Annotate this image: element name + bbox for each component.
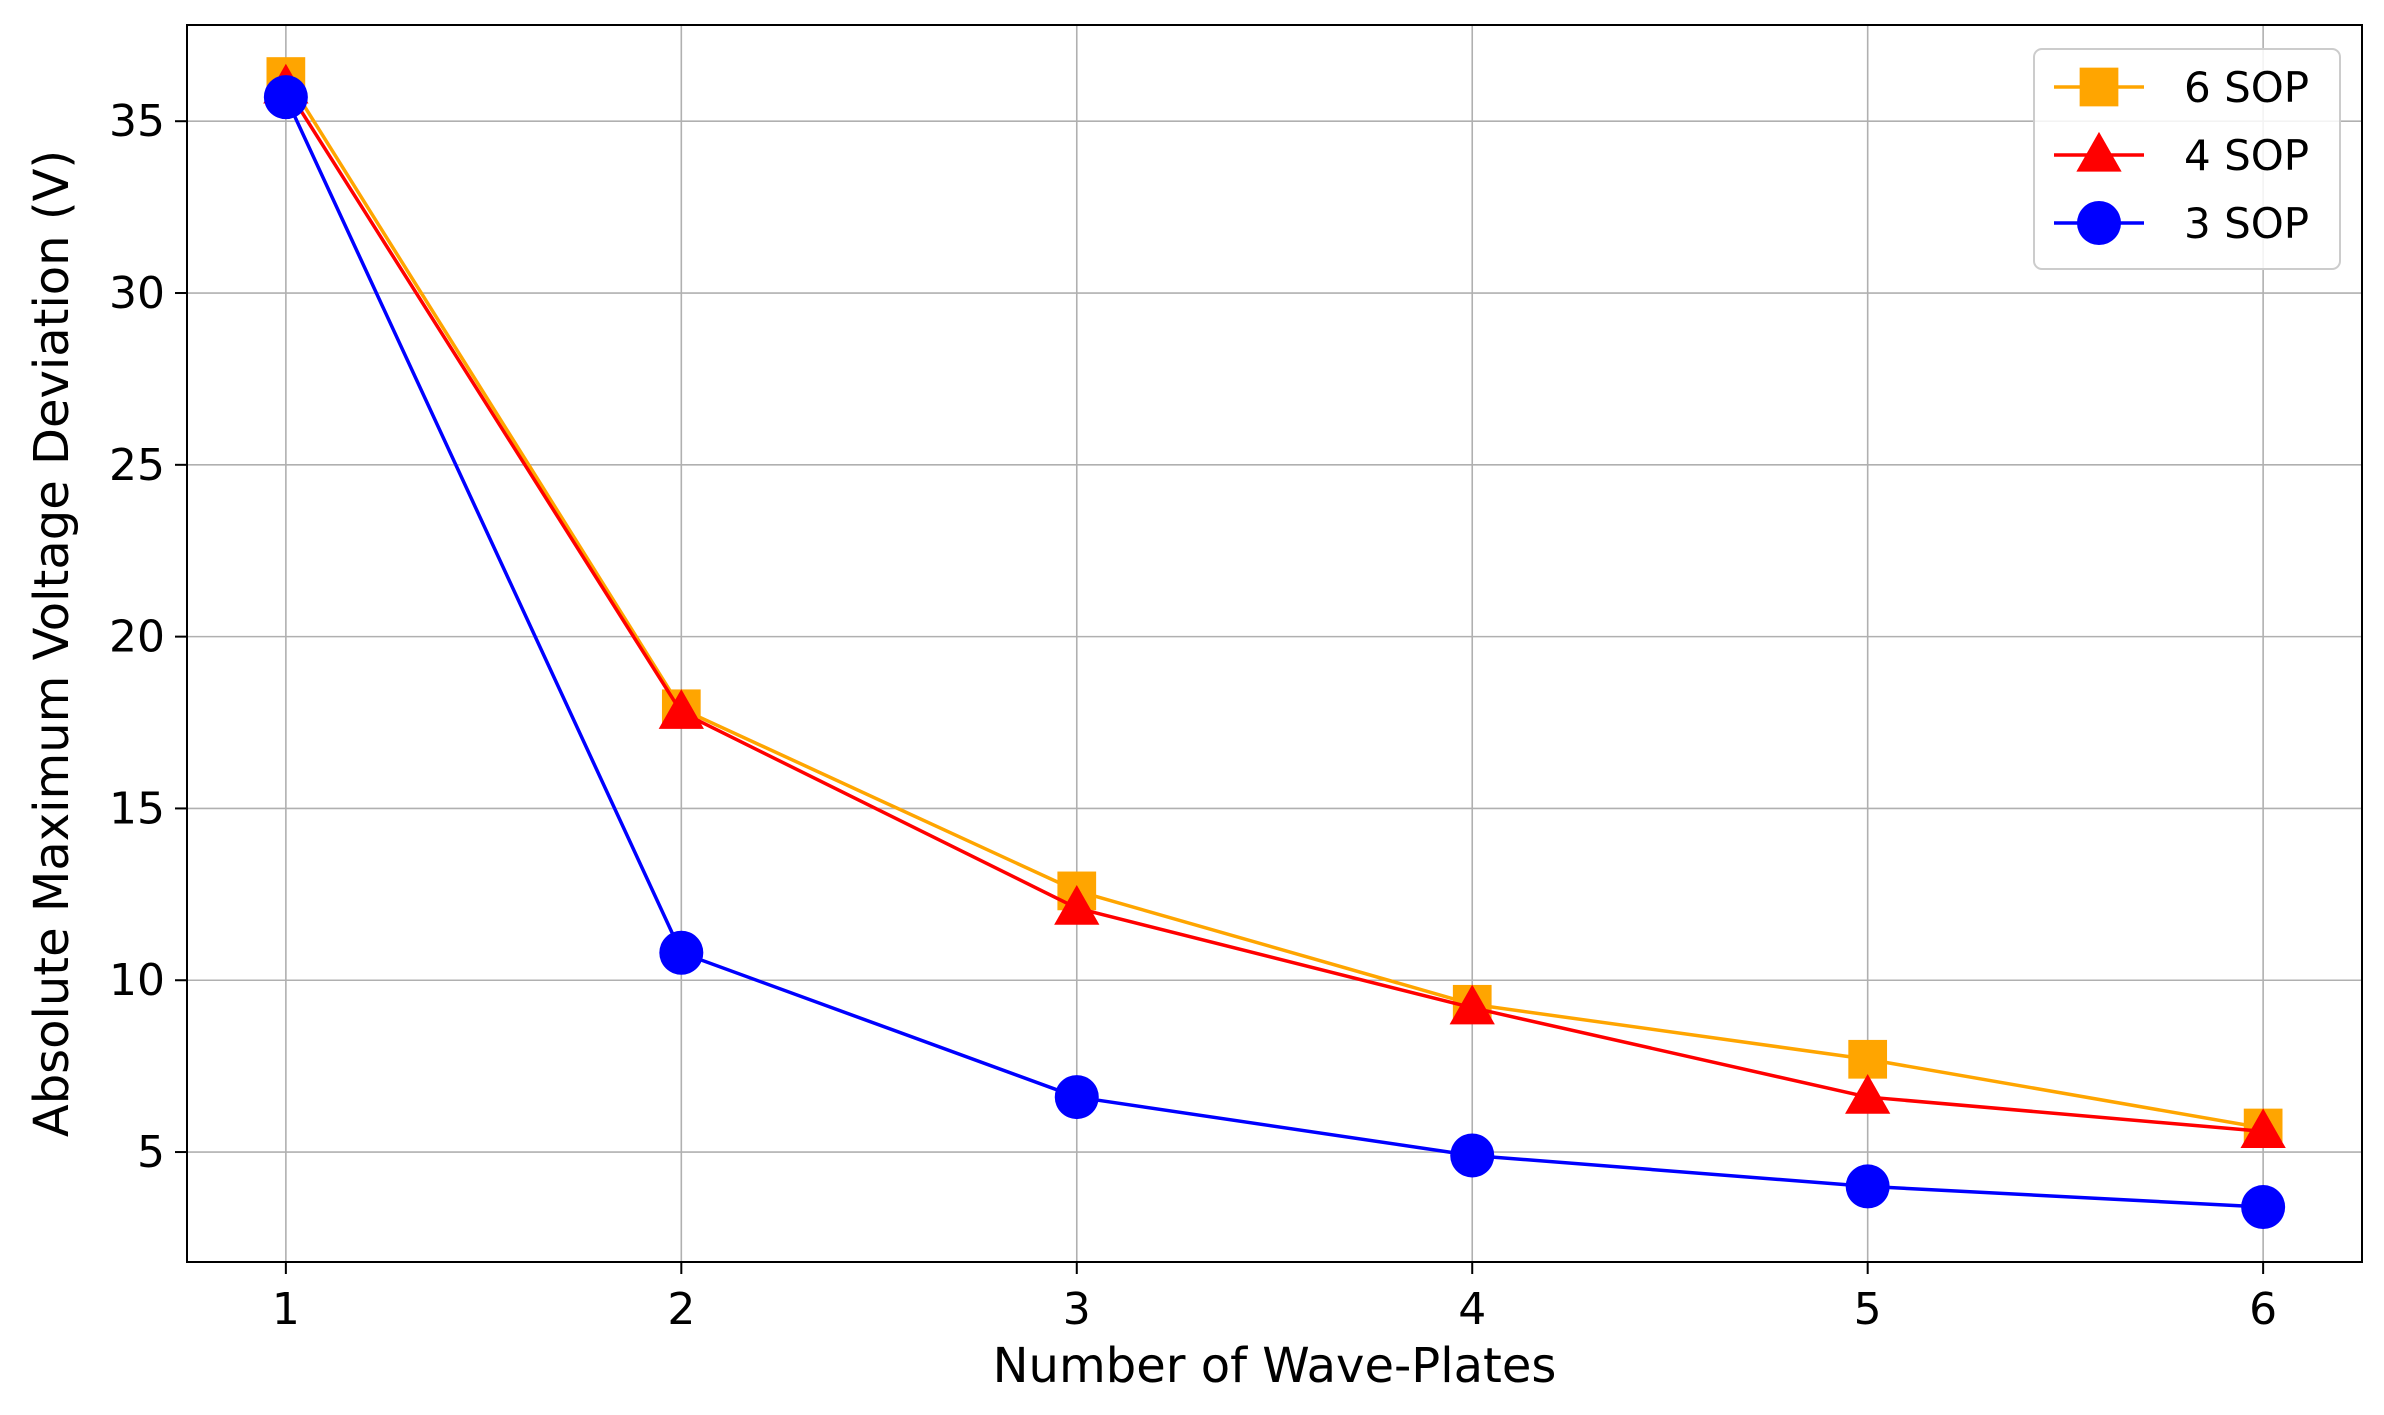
data-point-marker xyxy=(1845,1073,1891,1114)
data-point-marker xyxy=(2241,1185,2286,1230)
y-tick-label: 15 xyxy=(109,783,165,834)
data-point-marker xyxy=(1845,1164,1890,1209)
plot-frame xyxy=(186,24,2363,1263)
x-axis-title: Number of Wave-Plates xyxy=(993,1338,1557,1394)
series-3-sop xyxy=(263,75,2286,1230)
series-line xyxy=(284,85,2264,1134)
data-point-marker xyxy=(1848,1039,1888,1079)
legend: 6 SOP 4 SOP 3 SOP xyxy=(2033,48,2341,270)
series xyxy=(263,57,2286,1230)
legend-label: 6 SOP xyxy=(2184,63,2309,112)
axis-ticks: 1 2 3 4 5 6 5 10 15 20 25 30 35 xyxy=(109,96,2277,1335)
y-axis-title: Absolute Maximum Voltage Deviation (V) xyxy=(24,150,80,1137)
legend-marker xyxy=(2077,201,2121,245)
data-point-marker xyxy=(659,930,704,975)
y-tick-label: 5 xyxy=(137,1127,165,1178)
legend-item: 6 SOP xyxy=(2054,63,2309,112)
legend-label: 4 SOP xyxy=(2184,131,2309,180)
x-tick-label: 5 xyxy=(1854,1284,1882,1335)
x-tick-label: 1 xyxy=(272,1284,300,1335)
x-tick-label: 6 xyxy=(2249,1284,2277,1335)
series-line xyxy=(284,96,2264,1209)
data-point-marker xyxy=(263,75,308,120)
data-point-marker xyxy=(658,689,704,729)
data-point-marker xyxy=(1450,1133,1495,1178)
data-point-marker xyxy=(1449,984,1495,1025)
x-tick-label: 2 xyxy=(667,1284,695,1335)
y-tick-label: 35 xyxy=(109,96,165,147)
legend-item: 3 SOP xyxy=(2054,199,2309,248)
series-line xyxy=(284,75,2264,1130)
y-tick-label: 25 xyxy=(109,440,165,491)
legend-marker xyxy=(2079,67,2119,107)
y-tick-label: 30 xyxy=(109,268,165,319)
data-point-marker xyxy=(1054,1075,1099,1120)
data-point-marker xyxy=(2240,1108,2286,1149)
data-point-marker xyxy=(1054,884,1100,925)
legend-label: 3 SOP xyxy=(2184,199,2309,248)
y-tick-label: 10 xyxy=(109,955,165,1006)
y-tick-label: 20 xyxy=(109,612,165,663)
x-tick-label: 3 xyxy=(1063,1284,1091,1335)
legend-marker xyxy=(2076,131,2122,172)
x-tick-label: 4 xyxy=(1458,1284,1486,1335)
legend-item: 4 SOP xyxy=(2054,131,2309,180)
